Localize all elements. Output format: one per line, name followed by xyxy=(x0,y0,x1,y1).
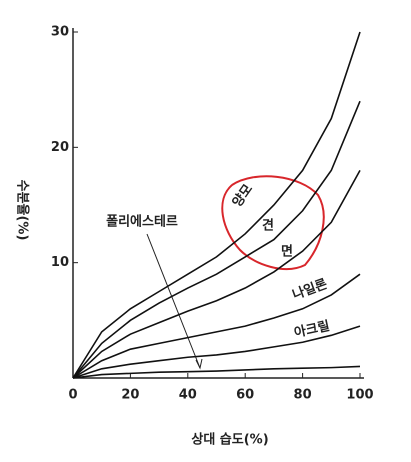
annotation-arrow xyxy=(146,233,201,369)
series-label: 면 xyxy=(281,244,293,260)
y-tick-label: 30 xyxy=(51,25,69,40)
series-label: 아크릴 xyxy=(293,318,331,341)
x-tick-label: 80 xyxy=(294,388,312,403)
y-tick-label: 10 xyxy=(51,255,69,270)
series-line xyxy=(72,31,361,379)
y-tick-label: 20 xyxy=(51,140,69,155)
series-line xyxy=(72,170,361,379)
series-label: 견 xyxy=(262,218,274,234)
x-axis-label: 상대 습도(%) xyxy=(191,433,268,448)
arrow-head xyxy=(195,358,203,370)
hand-drawn-circle xyxy=(221,175,325,270)
series-line xyxy=(72,273,361,379)
x-tick-label: 40 xyxy=(179,388,197,403)
annotation: 폴리에스테르 xyxy=(106,214,178,230)
series-label: 양모 xyxy=(230,182,256,210)
x-tick-label: 100 xyxy=(346,388,373,403)
series-line xyxy=(72,100,361,379)
x-tick-label: 0 xyxy=(68,388,77,403)
x-tick-label: 20 xyxy=(121,388,139,403)
y-axis-label: 수분율(%) xyxy=(15,180,31,241)
x-tick-label: 60 xyxy=(236,388,254,403)
series-line xyxy=(72,325,361,379)
series-line xyxy=(72,365,361,379)
